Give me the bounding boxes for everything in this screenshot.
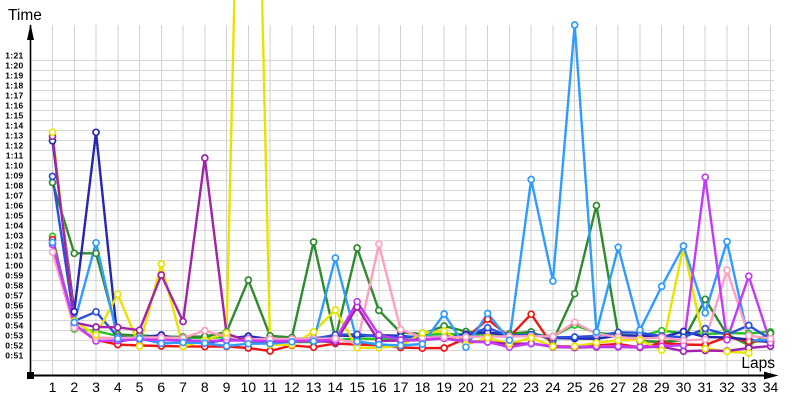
svg-text:19: 19: [436, 379, 452, 395]
svg-text:10: 10: [241, 379, 257, 395]
svg-text:1:12: 1:12: [5, 140, 23, 150]
svg-text:1:11: 1:11: [6, 150, 24, 160]
svg-text:13: 13: [306, 379, 322, 395]
svg-text:14: 14: [328, 379, 344, 395]
svg-text:1:03: 1:03: [5, 230, 23, 240]
svg-text:1:14: 1:14: [5, 120, 23, 130]
svg-text:22: 22: [502, 379, 518, 395]
svg-text:7: 7: [179, 379, 187, 395]
svg-text:0:56: 0:56: [5, 300, 23, 310]
svg-text:1:21: 1:21: [5, 50, 23, 60]
svg-text:1:08: 1:08: [5, 180, 23, 190]
svg-text:0:57: 0:57: [5, 290, 23, 300]
svg-text:1:07: 1:07: [5, 190, 23, 200]
svg-text:32: 32: [719, 379, 735, 395]
svg-text:25: 25: [567, 379, 583, 395]
svg-text:30: 30: [676, 379, 692, 395]
svg-text:4: 4: [114, 379, 122, 395]
svg-text:1:16: 1:16: [5, 100, 23, 110]
svg-text:2: 2: [70, 379, 78, 395]
svg-text:23: 23: [523, 379, 539, 395]
svg-text:3: 3: [92, 379, 100, 395]
svg-text:1: 1: [49, 379, 57, 395]
svg-text:1:06: 1:06: [5, 200, 23, 210]
svg-text:16: 16: [371, 379, 387, 395]
svg-text:26: 26: [589, 379, 605, 395]
svg-text:9: 9: [223, 379, 231, 395]
svg-text:1:05: 1:05: [5, 210, 23, 220]
svg-text:17: 17: [393, 379, 409, 395]
svg-text:1:15: 1:15: [5, 110, 23, 120]
svg-text:1:04: 1:04: [5, 220, 23, 230]
svg-text:27: 27: [610, 379, 626, 395]
svg-text:Laps: Laps: [741, 355, 775, 372]
svg-text:Time: Time: [8, 7, 42, 24]
svg-text:0:51: 0:51: [5, 350, 23, 360]
svg-text:24: 24: [545, 379, 561, 395]
svg-text:0:55: 0:55: [5, 310, 23, 320]
svg-text:29: 29: [654, 379, 670, 395]
svg-text:1:02: 1:02: [5, 240, 23, 250]
svg-text:21: 21: [480, 379, 496, 395]
svg-text:1:18: 1:18: [5, 80, 23, 90]
svg-text:34: 34: [763, 379, 779, 395]
svg-text:15: 15: [349, 379, 365, 395]
svg-text:5: 5: [136, 379, 144, 395]
svg-text:0:59: 0:59: [5, 270, 23, 280]
svg-text:8: 8: [201, 379, 209, 395]
svg-text:1:01: 1:01: [5, 250, 23, 260]
svg-text:0:58: 0:58: [5, 280, 23, 290]
svg-text:1:19: 1:19: [5, 70, 23, 80]
svg-text:28: 28: [632, 379, 648, 395]
svg-text:1:09: 1:09: [5, 170, 23, 180]
svg-text:0:52: 0:52: [5, 340, 23, 350]
svg-text:1:00: 1:00: [5, 260, 23, 270]
svg-text:12: 12: [284, 379, 300, 395]
svg-text:1:20: 1:20: [5, 60, 23, 70]
svg-text:33: 33: [741, 379, 757, 395]
svg-text:1:13: 1:13: [5, 130, 23, 140]
svg-text:0:54: 0:54: [5, 320, 23, 330]
svg-text:20: 20: [458, 379, 474, 395]
svg-text:0:53: 0:53: [5, 330, 23, 340]
svg-text:11: 11: [263, 379, 278, 395]
svg-text:1:17: 1:17: [5, 90, 23, 100]
svg-text:31: 31: [697, 379, 713, 395]
svg-text:18: 18: [415, 379, 431, 395]
svg-text:6: 6: [157, 379, 165, 395]
svg-text:1:10: 1:10: [5, 160, 23, 170]
